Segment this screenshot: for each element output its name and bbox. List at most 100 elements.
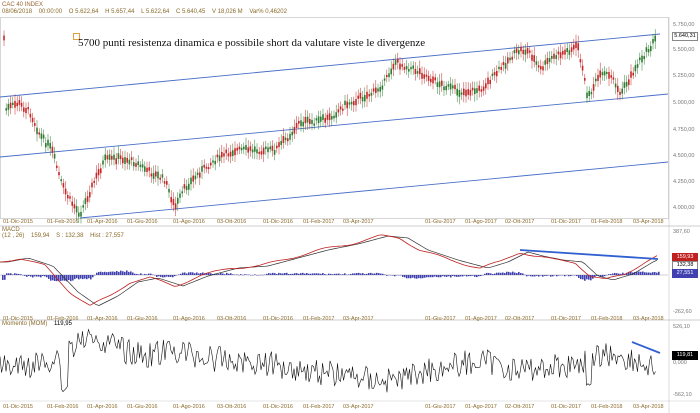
candle-body <box>207 167 210 170</box>
candle-body <box>12 102 14 105</box>
candle-body <box>480 89 483 92</box>
histogram-bar <box>62 275 64 281</box>
candle-body <box>23 107 25 112</box>
histogram-bar <box>98 271 100 275</box>
histogram-bar <box>314 273 316 275</box>
candle-body <box>42 134 45 139</box>
histogram-bar <box>352 273 354 275</box>
candle-body <box>276 145 278 149</box>
histogram-bar <box>228 273 230 275</box>
candle-body <box>315 118 318 121</box>
histogram-bar <box>150 273 152 275</box>
histogram-bar <box>460 275 462 277</box>
histogram-bar <box>220 273 222 275</box>
candle-body <box>377 88 379 92</box>
histogram-bar <box>424 275 426 278</box>
date-tick: 03-Ott-2016 <box>217 404 247 410</box>
histogram-bar <box>628 271 630 275</box>
candle-body <box>469 89 472 96</box>
histogram-bar <box>522 273 524 275</box>
histogram-bar <box>110 271 112 275</box>
histogram-bar <box>526 275 528 277</box>
candle-body <box>487 77 489 85</box>
candle-body <box>394 60 397 65</box>
histogram-bar <box>48 275 50 279</box>
candle-body <box>636 64 639 68</box>
candle-body <box>53 153 56 159</box>
date-tick: 01-Dic-2017 <box>551 219 581 225</box>
candle-body <box>456 88 458 96</box>
date-tick: 01-Apr-2016 <box>87 219 118 225</box>
histogram-bar <box>42 275 44 277</box>
candle-body <box>339 106 342 110</box>
histogram-bar <box>46 275 48 278</box>
candle-body <box>243 146 245 150</box>
macd-signal: S : 132,38 <box>56 233 84 239</box>
date-tick: 01-Feb-2016 <box>47 219 79 225</box>
histogram-bar <box>284 273 286 275</box>
candle-body <box>271 145 274 151</box>
candle-body <box>130 157 133 160</box>
candle-body <box>273 150 276 155</box>
hist-tag: 27,551 <box>672 269 698 278</box>
histogram-bar <box>90 275 92 280</box>
candle-body <box>133 162 135 167</box>
candle-body <box>249 146 252 151</box>
candle-body <box>36 127 38 135</box>
histogram-bar <box>316 273 318 275</box>
histogram-bar <box>86 275 88 280</box>
histogram-bar <box>604 275 606 277</box>
histogram-bar <box>288 274 290 275</box>
annotation-marker[interactable] <box>73 33 80 40</box>
candle-body <box>542 66 544 71</box>
candle-body <box>234 148 236 156</box>
histogram-bar <box>552 275 554 277</box>
histogram-bar <box>506 271 508 275</box>
candlestick-series <box>3 29 656 224</box>
annotation-text[interactable]: 5700 punti resistenza dinamica e possibi… <box>78 37 426 49</box>
histogram-bar <box>556 275 558 277</box>
histogram-bar <box>44 275 46 277</box>
candle-body <box>150 173 153 177</box>
histogram-bar <box>602 275 604 277</box>
candle-body <box>62 183 65 188</box>
candle-body <box>168 188 170 193</box>
candle-body <box>399 63 401 70</box>
candle-body <box>562 50 564 55</box>
date-tick: 01-Giu-2016 <box>127 219 158 225</box>
histogram-bar <box>34 275 36 277</box>
histogram-bar <box>40 275 42 278</box>
histogram-bar <box>454 275 456 277</box>
candle-body <box>137 161 139 166</box>
histogram-bar <box>420 275 422 279</box>
candle-body <box>104 154 106 161</box>
candle-body <box>586 92 588 99</box>
candle-body <box>287 138 289 142</box>
candle-body <box>232 150 234 156</box>
histogram-bar <box>404 275 406 278</box>
price-tick: 4.250,00 <box>673 179 695 185</box>
candle-body <box>238 146 241 150</box>
date-tick: 01-Dic-2017 <box>551 404 581 410</box>
histogram-bar <box>100 271 102 275</box>
histogram-bar <box>80 275 82 279</box>
histogram-bar <box>494 273 496 275</box>
histogram-bar <box>312 273 314 275</box>
candle-body <box>51 146 54 153</box>
candle-body <box>155 171 157 177</box>
candle-body <box>282 136 285 143</box>
histogram-bar <box>24 275 26 276</box>
histogram-bar <box>558 275 560 276</box>
histogram-bar <box>406 275 408 279</box>
candle-body <box>603 71 606 76</box>
histogram-bar <box>362 273 364 275</box>
candle-body <box>507 57 509 64</box>
candle-body <box>159 177 161 180</box>
candle-body <box>251 149 254 153</box>
candle-body <box>221 151 223 158</box>
histogram-bar <box>328 273 330 275</box>
histogram-bar <box>276 274 278 275</box>
candle-body <box>370 92 373 96</box>
histogram-bar <box>630 271 632 275</box>
